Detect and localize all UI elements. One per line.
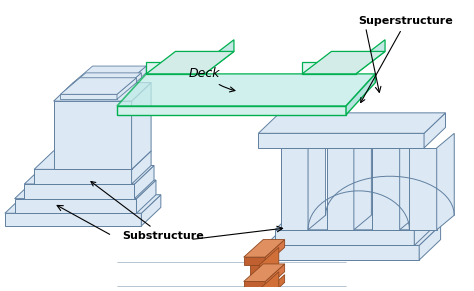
Polygon shape xyxy=(308,133,326,230)
Polygon shape xyxy=(117,74,375,106)
Polygon shape xyxy=(34,151,151,169)
Polygon shape xyxy=(437,133,454,230)
Polygon shape xyxy=(5,213,141,226)
Polygon shape xyxy=(302,62,356,74)
Polygon shape xyxy=(424,113,446,148)
Polygon shape xyxy=(259,272,279,291)
Polygon shape xyxy=(61,78,137,94)
Polygon shape xyxy=(244,281,265,289)
Polygon shape xyxy=(127,66,146,89)
Polygon shape xyxy=(419,225,441,260)
Polygon shape xyxy=(249,289,259,291)
Polygon shape xyxy=(66,73,141,89)
Polygon shape xyxy=(410,148,437,230)
Polygon shape xyxy=(244,264,285,281)
Polygon shape xyxy=(327,148,354,230)
Polygon shape xyxy=(73,66,146,83)
Text: Superstructure: Superstructure xyxy=(359,16,454,102)
Polygon shape xyxy=(373,148,400,230)
Polygon shape xyxy=(244,239,285,257)
Polygon shape xyxy=(146,62,205,74)
Polygon shape xyxy=(135,166,154,199)
Polygon shape xyxy=(24,166,154,184)
Polygon shape xyxy=(265,264,285,289)
Text: Substructure: Substructure xyxy=(91,182,204,241)
Polygon shape xyxy=(205,40,234,74)
Polygon shape xyxy=(15,199,137,213)
Text: Deck: Deck xyxy=(189,67,235,92)
Polygon shape xyxy=(5,195,161,213)
Polygon shape xyxy=(259,247,279,291)
Polygon shape xyxy=(54,83,151,101)
Polygon shape xyxy=(302,52,385,74)
Polygon shape xyxy=(244,288,285,291)
Polygon shape xyxy=(275,230,414,245)
Polygon shape xyxy=(265,288,285,291)
Polygon shape xyxy=(117,106,346,115)
Polygon shape xyxy=(354,133,372,230)
Polygon shape xyxy=(281,148,308,230)
Polygon shape xyxy=(146,52,234,74)
Polygon shape xyxy=(61,94,117,99)
Polygon shape xyxy=(258,113,446,133)
Polygon shape xyxy=(73,83,127,89)
Polygon shape xyxy=(244,257,265,265)
Polygon shape xyxy=(117,78,137,99)
Polygon shape xyxy=(249,265,259,291)
Polygon shape xyxy=(132,83,151,169)
Polygon shape xyxy=(356,40,385,74)
Polygon shape xyxy=(15,180,156,199)
Polygon shape xyxy=(122,73,141,94)
Polygon shape xyxy=(258,133,424,148)
Polygon shape xyxy=(400,133,417,230)
Polygon shape xyxy=(265,245,419,260)
Polygon shape xyxy=(137,180,156,213)
Polygon shape xyxy=(141,195,161,226)
Polygon shape xyxy=(66,89,122,94)
Polygon shape xyxy=(24,184,135,199)
Polygon shape xyxy=(265,225,441,245)
Polygon shape xyxy=(275,209,436,230)
Polygon shape xyxy=(265,239,285,265)
Polygon shape xyxy=(346,74,375,115)
Polygon shape xyxy=(34,169,132,184)
Polygon shape xyxy=(132,151,151,184)
Polygon shape xyxy=(414,209,436,245)
Polygon shape xyxy=(265,275,285,291)
Polygon shape xyxy=(54,101,132,169)
